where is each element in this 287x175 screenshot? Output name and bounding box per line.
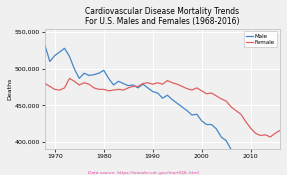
Female <box>274 132 277 134</box>
Male <box>73 68 76 70</box>
Title: Cardiovascular Disease Mortality Trends
For U.S. Males and Females (1968-2016): Cardiovascular Disease Mortality Trends … <box>85 7 240 26</box>
Male <box>190 114 194 116</box>
Male <box>195 113 199 115</box>
Male <box>107 77 110 79</box>
Male <box>102 69 105 71</box>
Male <box>161 97 164 99</box>
Female <box>161 83 164 85</box>
Female <box>43 82 47 85</box>
Female <box>82 82 86 84</box>
Male <box>278 172 282 174</box>
Male <box>127 85 130 87</box>
Female <box>127 87 130 89</box>
Female <box>215 95 218 97</box>
Female <box>87 83 91 85</box>
Female <box>63 87 66 89</box>
Male <box>146 87 150 89</box>
Male <box>63 47 66 49</box>
Female <box>68 77 71 79</box>
Female <box>73 80 76 82</box>
Female <box>190 89 194 91</box>
Male <box>136 87 140 89</box>
Female <box>92 87 96 89</box>
Female <box>234 110 238 112</box>
Female <box>107 90 110 92</box>
Female <box>48 85 52 88</box>
Female <box>269 136 272 138</box>
Female <box>122 89 125 91</box>
Female <box>58 89 61 91</box>
Male <box>151 90 154 93</box>
Female <box>117 88 120 90</box>
Male <box>210 124 213 126</box>
Male <box>68 55 71 57</box>
Female <box>264 134 267 136</box>
Male <box>215 128 218 130</box>
Male <box>156 92 159 94</box>
Female <box>141 82 145 85</box>
Male <box>112 84 115 86</box>
Male <box>82 72 86 74</box>
Male <box>117 80 120 82</box>
Female <box>220 98 223 100</box>
Female <box>170 82 174 84</box>
Male <box>175 102 179 104</box>
Male <box>122 82 125 85</box>
Female <box>210 92 213 94</box>
Male <box>131 84 135 86</box>
Male <box>170 99 174 101</box>
Female <box>249 127 252 129</box>
Female <box>195 87 199 89</box>
Line: Female: Female <box>45 78 280 137</box>
Text: Data source: https://wonder.cdc.gov/mortSQL.html: Data source: https://wonder.cdc.gov/mort… <box>88 171 199 175</box>
Male <box>205 124 208 126</box>
Female <box>97 88 100 90</box>
Male <box>43 44 47 46</box>
Male <box>87 74 91 76</box>
Male <box>53 55 57 57</box>
Male <box>141 83 145 85</box>
Male <box>234 156 238 158</box>
Male <box>244 167 247 169</box>
Female <box>278 129 282 131</box>
Male <box>58 51 61 53</box>
Female <box>102 88 105 90</box>
Female <box>175 83 179 85</box>
Female <box>180 85 184 88</box>
Male <box>92 74 96 76</box>
Male <box>249 174 252 175</box>
Female <box>136 85 140 88</box>
Female <box>151 83 154 85</box>
Female <box>200 90 203 92</box>
Male <box>185 110 189 112</box>
Female <box>205 93 208 95</box>
Male <box>229 148 233 150</box>
Female <box>156 82 159 84</box>
Female <box>146 82 150 84</box>
Male <box>180 106 184 108</box>
Female <box>77 84 81 86</box>
Male <box>97 72 100 74</box>
Legend: Male, Female: Male, Female <box>244 31 277 47</box>
Female <box>224 100 228 102</box>
Female <box>53 88 57 90</box>
Female <box>166 79 169 82</box>
Male <box>200 120 203 122</box>
Female <box>259 134 262 136</box>
Female <box>239 113 243 115</box>
Line: Male: Male <box>45 45 280 175</box>
Male <box>239 159 243 162</box>
Y-axis label: Deaths: Deaths <box>7 78 12 100</box>
Male <box>166 94 169 96</box>
Female <box>244 121 247 123</box>
Male <box>48 60 52 62</box>
Female <box>112 89 115 91</box>
Female <box>185 88 189 90</box>
Male <box>77 77 81 79</box>
Female <box>229 106 233 108</box>
Male <box>224 140 228 142</box>
Male <box>220 136 223 138</box>
Female <box>131 85 135 88</box>
Female <box>254 132 257 134</box>
